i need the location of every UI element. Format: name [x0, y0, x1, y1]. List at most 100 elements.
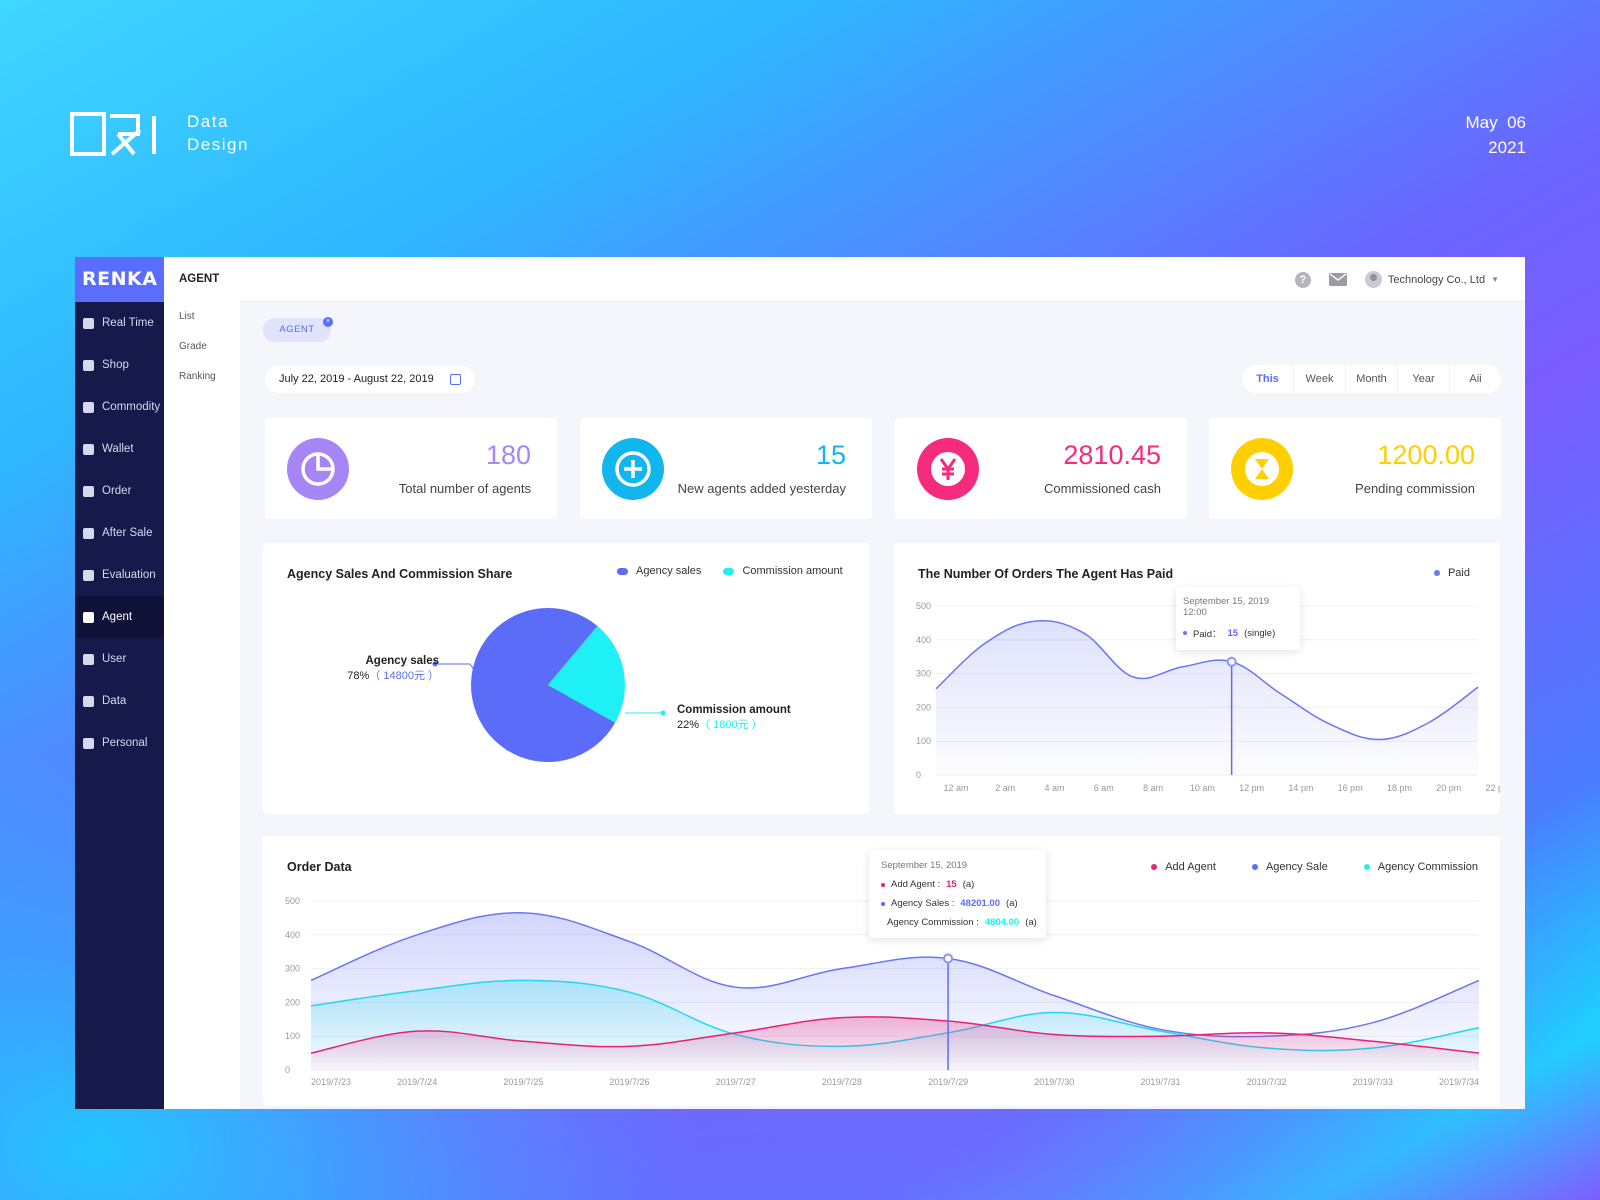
cursor-point[interactable] — [1226, 656, 1237, 667]
legend-add-agent[interactable]: Add Agent — [1151, 861, 1216, 873]
subnav-title: AGENT — [179, 273, 220, 285]
area-fill-paid — [936, 620, 1478, 775]
legend-agency-commission[interactable]: Agency Commission — [1363, 861, 1478, 873]
sidebar-item-label: Agent — [102, 611, 133, 623]
y-tick-label: 500 — [916, 601, 931, 611]
pie-icon — [83, 695, 94, 707]
y-tick-label: 500 — [285, 896, 300, 906]
company-name: Technology Co., Ltd — [1387, 273, 1486, 286]
x-tick-label: 20 pm — [1436, 783, 1461, 793]
subnav-item-list[interactable]: List — [179, 311, 195, 322]
pie-chart — [432, 608, 666, 762]
x-tick-label: 2019/7/33 — [1353, 1077, 1393, 1087]
stat-value: 2810.45 — [1063, 440, 1161, 470]
legend-commission-amount[interactable]: Commission amount — [723, 565, 843, 577]
sidebar-item-after-sale[interactable]: After Sale — [75, 512, 164, 554]
calendar-icon[interactable] — [450, 374, 461, 385]
sidebar-item-real-time[interactable]: Real Time — [75, 302, 164, 344]
sidebar-item-agent[interactable]: Agent — [75, 596, 164, 638]
period-tabs: This Week Month Year Aii — [1242, 365, 1501, 393]
x-tick-label: 2 am — [995, 783, 1015, 793]
x-tick-label: 12 pm — [1239, 783, 1264, 793]
agent-icon — [83, 611, 94, 623]
leader-dot-commission — [660, 710, 666, 716]
x-tick-label: 12 am — [943, 783, 968, 793]
plus-icon — [602, 438, 664, 500]
x-tick-label: 2019/7/34 — [1439, 1077, 1479, 1087]
tab-this[interactable]: This — [1256, 373, 1279, 385]
y-tick-label: 200 — [916, 702, 931, 712]
share-panel: Agency Sales And Commission Share Agency… — [263, 543, 869, 814]
series-line-paid[interactable] — [935, 620, 1479, 741]
x-tick-label: 2019/7/24 — [397, 1077, 437, 1087]
tab-all[interactable]: Aii — [1449, 365, 1501, 393]
help-icon[interactable]: ? — [1294, 271, 1311, 288]
pie-label-sales: Agency sales 78%（ 14800元 ） — [347, 655, 439, 682]
stat-value: 180 — [485, 440, 531, 470]
x-tick-label: 6 am — [1094, 783, 1114, 793]
sidebar-item-wallet[interactable]: Wallet — [75, 428, 164, 470]
subnav-item-ranking[interactable]: Ranking — [179, 371, 216, 382]
x-tick-label: 22 pm — [1485, 783, 1500, 793]
cursor-point[interactable] — [943, 953, 954, 964]
y-tick-label: 400 — [916, 635, 931, 645]
legend-agency-sale[interactable]: Agency Sale — [1251, 861, 1328, 873]
header-date: May 06 2021 — [1466, 110, 1526, 160]
sidebar-item-evaluation[interactable]: Evaluation — [75, 554, 164, 596]
paid-orders-panel: The Number Of Orders The Agent Has Paid … — [894, 543, 1500, 814]
brand-line-2: Design — [187, 135, 249, 154]
paid-tooltip: September 15, 2019 12:00 Paid： 15 (single) — [1176, 587, 1300, 650]
stat-value: 1200.00 — [1377, 440, 1475, 470]
leader-line-sales — [435, 663, 476, 672]
x-tick-label: 2019/7/27 — [716, 1077, 756, 1087]
shield-icon — [83, 527, 94, 539]
series-line-add-agent[interactable] — [310, 1016, 1480, 1054]
paid-legend: Paid — [1433, 567, 1470, 579]
sidebar-item-user[interactable]: User — [75, 638, 164, 680]
sidebar-item-label: Order — [102, 485, 132, 497]
filter-chip-agent[interactable]: AGENT — [263, 318, 331, 342]
y-tick-label: 0 — [916, 770, 921, 780]
sidebar: RENKA Real Time Shop Commodity Wallet Order A… — [75, 257, 164, 1109]
sidebar-item-order[interactable]: Order — [75, 470, 164, 512]
panel-title: The Number Of Orders The Agent Has Paid — [918, 567, 1174, 581]
x-tick-label: 14 pm — [1288, 783, 1313, 793]
x-tick-label: 18 pm — [1387, 783, 1412, 793]
wallet-icon — [83, 443, 94, 455]
x-tick-label: 8 am — [1143, 783, 1163, 793]
sidebar-item-label: After Sale — [102, 527, 153, 539]
x-tick-label: 16 pm — [1338, 783, 1363, 793]
tab-month[interactable]: Month — [1345, 365, 1397, 393]
user-icon — [83, 653, 94, 665]
date-range-picker[interactable]: July 22, 2019 - August 22, 2019 — [265, 366, 475, 393]
account-menu[interactable]: Technology Co., Ltd ▼ — [1364, 271, 1499, 288]
subnav-item-grade[interactable]: Grade — [179, 341, 207, 352]
legend-paid[interactable]: Paid — [1433, 567, 1470, 579]
commodity-icon — [83, 401, 94, 413]
legend-agency-sales[interactable]: Agency sales — [617, 565, 701, 577]
pie-icon — [287, 438, 349, 500]
sidebar-item-shop[interactable]: Shop — [75, 344, 164, 386]
sidebar-item-label: User — [102, 653, 127, 665]
order-tooltip: September 15, 2019 Add Agent :15 (a) Agen… — [869, 850, 1046, 938]
pie-slice-agency-sales[interactable] — [471, 608, 616, 762]
stat-label: New agents added yesterday — [677, 481, 846, 496]
date-line-1: May 06 — [1465, 113, 1526, 132]
x-tick-label: 4 am — [1045, 783, 1065, 793]
tab-week[interactable]: Week — [1293, 365, 1345, 393]
close-icon[interactable]: × — [323, 317, 333, 327]
sidebar-item-personal[interactable]: Personal — [75, 722, 164, 764]
paid-area-chart: 0 100 200 300 400 500 12 am 2 am 4 am 6 am 8 am 10 … — [916, 601, 1500, 793]
sidebar-item-data[interactable]: Data — [75, 680, 164, 722]
mail-icon[interactable] — [1328, 273, 1347, 286]
brand-text: Data Design — [187, 110, 249, 156]
order-legend: Add Agent Agency Sale Agency Commission — [1151, 861, 1478, 873]
stat-label: Total number of agents — [398, 481, 531, 496]
tab-year[interactable]: Year — [1397, 365, 1449, 393]
y-tick-label: 100 — [916, 736, 931, 746]
sidebar-item-label: Wallet — [102, 443, 134, 455]
order-icon — [83, 485, 94, 497]
brand-line-1: Data — [187, 112, 229, 131]
sidebar-item-commodity[interactable]: Commodity — [75, 386, 164, 428]
pie-slice-commission[interactable] — [548, 626, 625, 723]
